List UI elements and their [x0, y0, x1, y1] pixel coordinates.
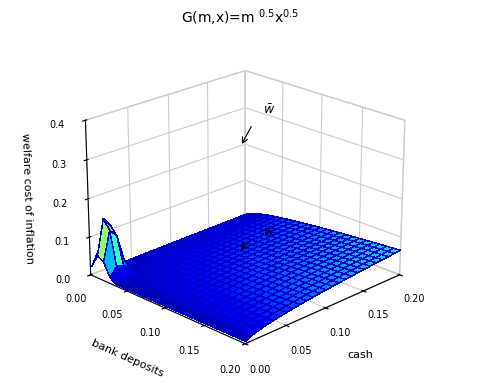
Text: $\bar{w}$: $\bar{w}$ [263, 103, 275, 117]
X-axis label: cash: cash [347, 350, 372, 360]
Text: $w$: $w$ [263, 224, 275, 237]
Y-axis label: bank deposits: bank deposits [90, 338, 165, 379]
Title: G(m,x)=m $^{0.5}$x$^{0.5}$: G(m,x)=m $^{0.5}$x$^{0.5}$ [181, 7, 299, 28]
